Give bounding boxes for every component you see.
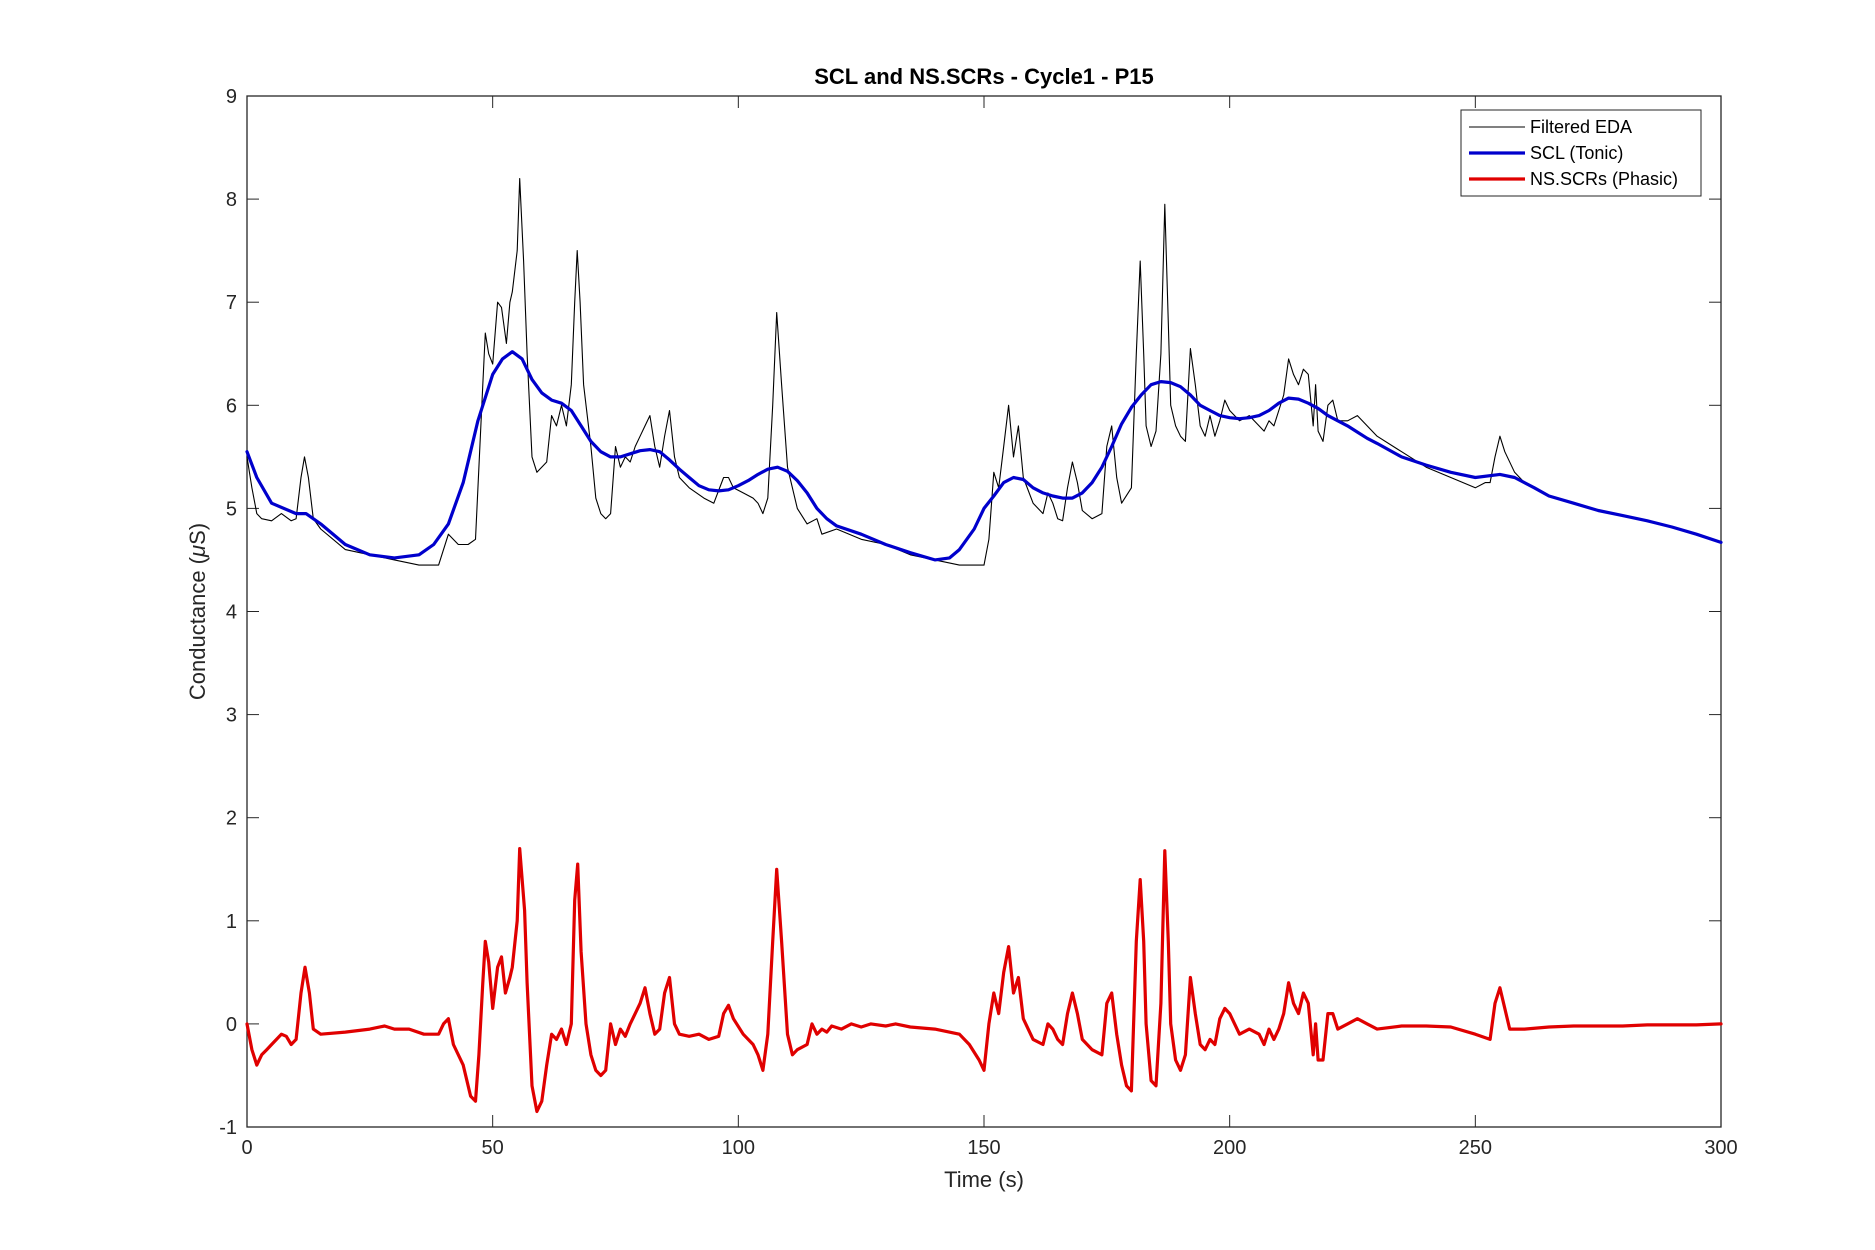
axes-box: [246, 95, 1722, 1128]
series-lines: [245, 177, 1723, 1114]
legend-label: NS.SCRs (Phasic): [1530, 169, 1678, 189]
y-tick-label: 9: [226, 86, 237, 108]
x-tick-label: 250: [1459, 1137, 1492, 1159]
chart-title: SCL and NS.SCRs - Cycle1 - P15: [814, 64, 1154, 89]
y-tick-label: -1: [219, 1117, 237, 1139]
y-tick-label: 5: [226, 498, 237, 520]
y-axis-title-main: Conductance (: [185, 556, 210, 700]
x-tick-label: 100: [722, 1137, 755, 1159]
x-tick-label: 50: [482, 1137, 504, 1159]
y-tick-label: 8: [226, 189, 237, 211]
legend-label: Filtered EDA: [1530, 117, 1632, 137]
y-tick-label: 2: [226, 808, 237, 830]
legend-items: Filtered EDA SCL (Tonic) NS.SCRs (Phasic): [1469, 117, 1678, 189]
series-line-scl-tonic: [245, 350, 1723, 562]
y-tick-label: 6: [226, 395, 237, 417]
series-line-filtered-eda: [246, 177, 1535, 566]
x-tick-label: 0: [241, 1137, 252, 1159]
y-axis-title-mu: μ: [185, 545, 210, 558]
y-tick-label: 7: [226, 292, 237, 314]
y-tick-label: 1: [226, 911, 237, 933]
y-axis-title-tail: S): [185, 523, 210, 545]
y-axis-title: Conductance (μS): [185, 523, 210, 700]
x-tick-label: 300: [1704, 1137, 1737, 1159]
legend: Filtered EDA SCL (Tonic) NS.SCRs (Phasic): [1460, 109, 1702, 197]
y-tick-label: 0: [226, 1014, 237, 1036]
y-tick-label: 4: [226, 602, 237, 624]
legend-label: SCL (Tonic): [1530, 143, 1623, 163]
x-tick-label: 150: [967, 1137, 1000, 1159]
x-tick-label: 200: [1213, 1137, 1246, 1159]
series-line-ns-scrs-phasic: [245, 847, 1723, 1114]
x-axis-title: Time (s): [944, 1167, 1024, 1192]
y-tick-label: 3: [226, 705, 237, 727]
